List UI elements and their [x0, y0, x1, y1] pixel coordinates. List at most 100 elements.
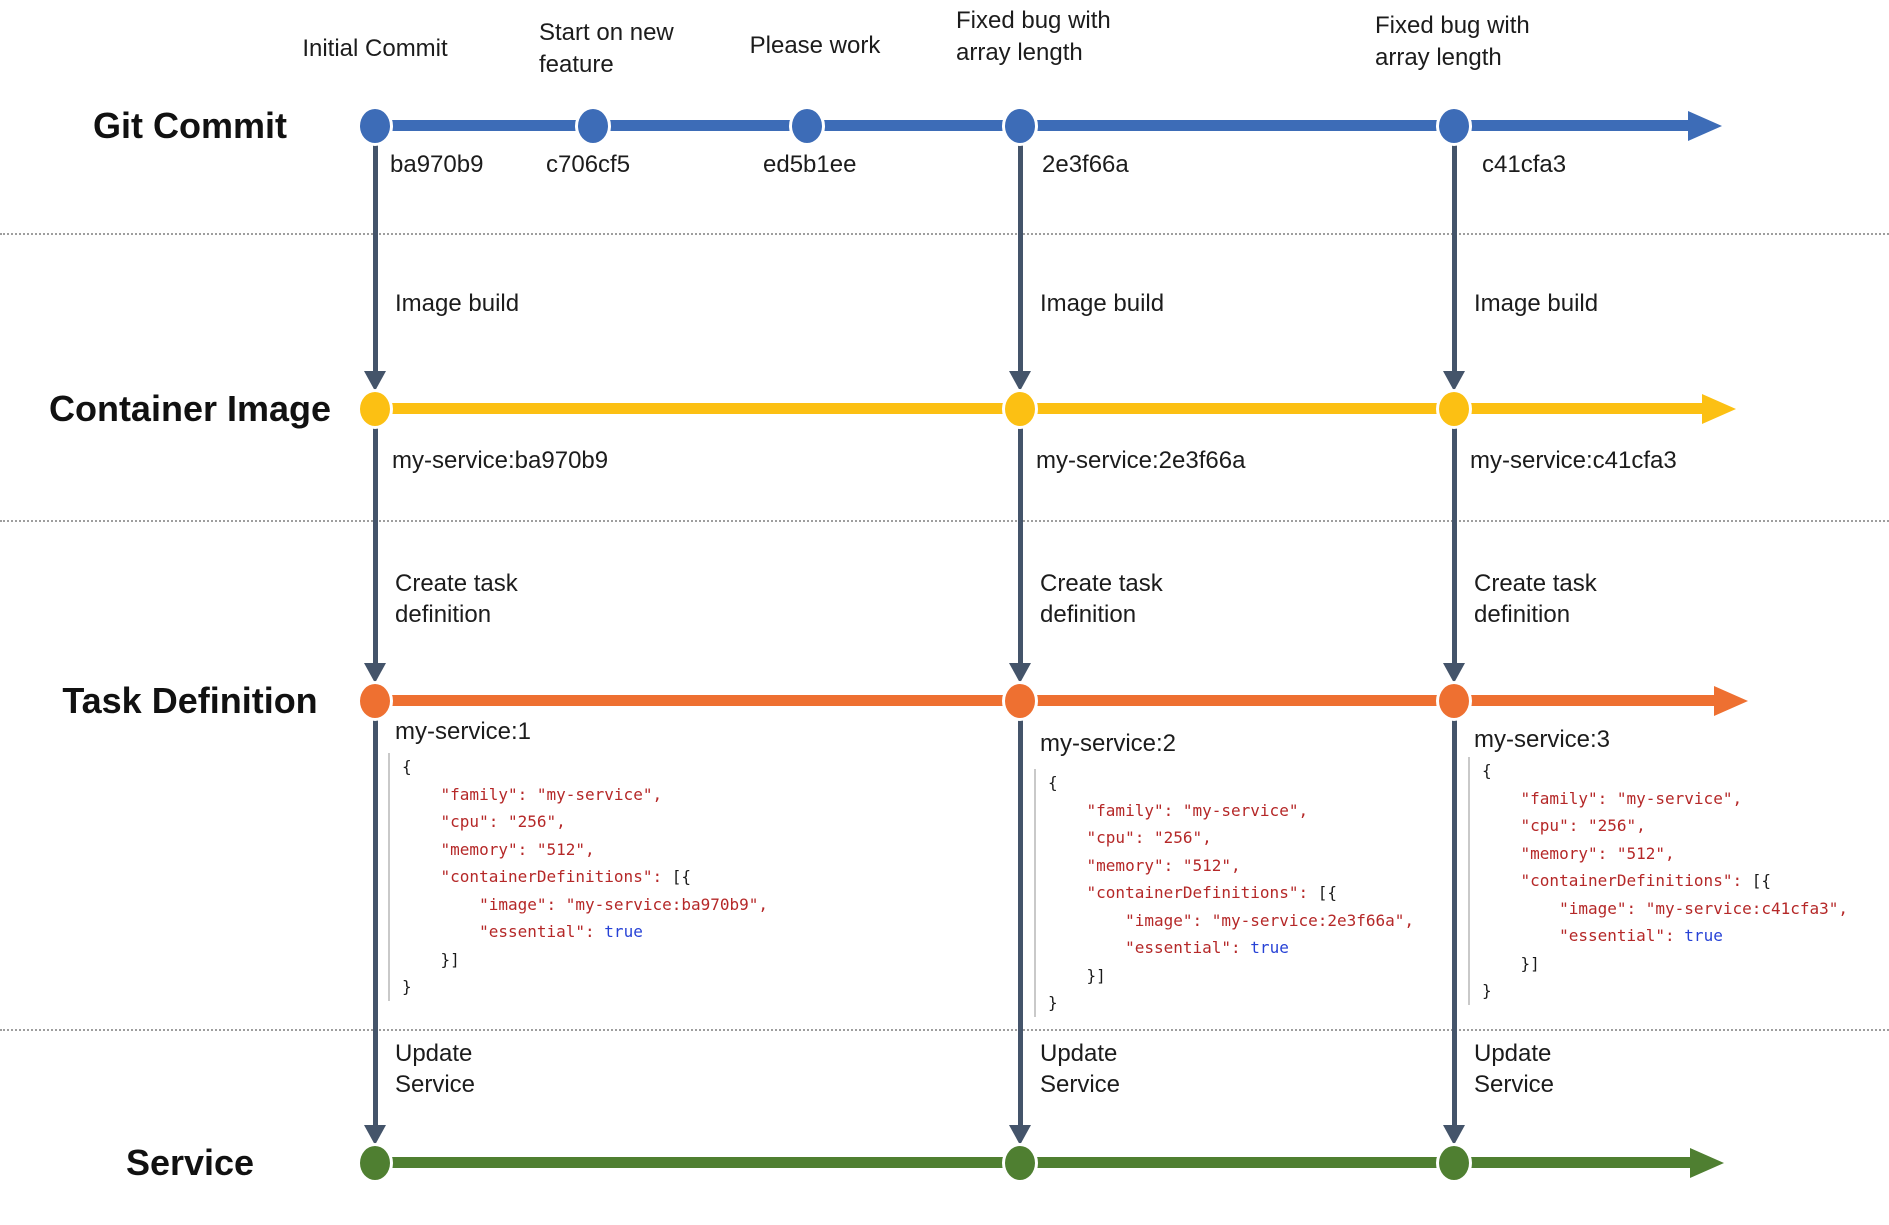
code-punct: [{: [1751, 871, 1771, 890]
code-line: "image": "my-service:ba970b9",: [402, 891, 768, 919]
create-task-label-line: Create task: [1040, 570, 1163, 597]
create-task-label-line: Create task: [1474, 570, 1597, 597]
code-line: "containerDefinitions": [{: [1482, 867, 1848, 895]
flow-arrowhead-taskdef-2: [1009, 663, 1031, 683]
task-dot-1: [357, 681, 393, 721]
code-line: "containerDefinitions": [{: [1048, 879, 1414, 907]
commit-message-line: Fixed bug with: [1375, 12, 1530, 39]
code-value: "my-service:ba970b9",: [565, 894, 769, 914]
container-image-name: my-service:ba970b9: [392, 447, 609, 474]
code-line: {: [1482, 761, 1492, 780]
create-task-label-line: definition: [1474, 601, 1571, 628]
create-task-label-line: definition: [1040, 601, 1137, 628]
flow-line-build-2: [1018, 144, 1023, 371]
container-timeline-line: [375, 403, 1702, 414]
flow-line-update-1: [373, 719, 378, 1125]
code-punct: [{: [1317, 883, 1337, 902]
flow-line-update-3: [1452, 719, 1457, 1125]
flow-line-taskdef-1: [373, 427, 378, 663]
task-definition-name: my-service:2: [1040, 730, 1177, 757]
code-line: "image": "my-service:c41cfa3",: [1482, 895, 1848, 923]
flow-arrowhead-build-2: [1009, 371, 1031, 391]
separator-git-container: [0, 233, 1889, 235]
service-dot-1: [357, 1143, 393, 1183]
update-service-label: Update Service: [1474, 1038, 1554, 1100]
commit-message-line: array length: [1375, 44, 1502, 71]
code-line: "image": "my-service:2e3f66a",: [1048, 907, 1414, 935]
commit-dot-ed5b1ee: [789, 106, 825, 146]
flow-line-taskdef-2: [1018, 427, 1023, 663]
image-dot-3: [1436, 389, 1472, 429]
code-line: "essential": true: [402, 918, 768, 946]
image-build-label: Image build: [1040, 290, 1165, 317]
task-definition-code-block: { "family": "my-service", "cpu": "256", …: [1034, 769, 1414, 1017]
task-timeline-line: [375, 695, 1714, 706]
commit-message-line: Fixed bug with: [956, 7, 1111, 34]
code-value: "my-service:c41cfa3",: [1645, 898, 1849, 918]
commit-message: Start on new feature: [539, 17, 674, 81]
code-line: }]: [1520, 953, 1540, 973]
update-service-label: Update Service: [1040, 1038, 1120, 1100]
task-dot-3: [1436, 681, 1472, 721]
flow-arrowhead-build-1: [364, 371, 386, 391]
flow-arrowhead-taskdef-1: [364, 663, 386, 683]
flow-line-build-3: [1452, 144, 1457, 371]
container-timeline-arrowhead: [1702, 394, 1736, 424]
update-service-label: Update Service: [395, 1038, 475, 1100]
flow-arrowhead-build-3: [1443, 371, 1465, 391]
update-service-label-line: Service: [395, 1071, 476, 1098]
code-key: "essential":: [479, 922, 595, 941]
separator-task-service: [0, 1029, 1889, 1031]
code-line: "family": "my-service",: [1520, 788, 1743, 808]
code-key: "essential":: [1559, 926, 1675, 945]
lane-title-task-definition: Task Definition: [62, 680, 318, 721]
commit-message-line: feature: [539, 51, 614, 78]
code-line: "cpu": "256",: [440, 812, 566, 831]
code-line: "memory": "512",: [1086, 855, 1241, 875]
code-line: {: [402, 757, 412, 776]
code-line: "memory": "512",: [1520, 843, 1675, 863]
code-key: "containerDefinitions":: [440, 867, 663, 886]
create-task-label-line: Create task: [395, 570, 518, 597]
code-line: }]: [1086, 965, 1106, 985]
commit-dot-c41cfa3: [1436, 106, 1472, 146]
git-timeline-arrowhead: [1688, 111, 1722, 141]
container-image-name: my-service:2e3f66a: [1036, 447, 1246, 474]
task-definition-code-block: { "family": "my-service", "cpu": "256", …: [1468, 757, 1848, 1005]
code-key: "essential":: [1125, 938, 1241, 957]
image-dot-1: [357, 389, 393, 429]
code-key: "containerDefinitions":: [1520, 871, 1743, 890]
create-task-label: Create task definition: [1474, 568, 1597, 630]
commit-dot-c706cf5: [575, 106, 611, 146]
code-value: "my-service:2e3f66a",: [1211, 910, 1415, 930]
flow-line-build-1: [373, 144, 378, 371]
lane-title-git-commit: Git Commit: [93, 105, 287, 146]
task-dot-2: [1002, 681, 1038, 721]
code-key: "image":: [479, 894, 557, 914]
task-definition-name: my-service:1: [395, 718, 532, 745]
code-line: "cpu": "256",: [1520, 816, 1646, 835]
flow-line-taskdef-3: [1452, 427, 1457, 663]
flow-arrowhead-update-2: [1009, 1125, 1031, 1145]
image-dot-2: [1002, 389, 1038, 429]
code-line: "cpu": "256",: [1086, 828, 1212, 847]
commit-message: Initial Commit: [302, 35, 448, 62]
code-line: }]: [440, 949, 460, 969]
service-dot-2: [1002, 1143, 1038, 1183]
separator-container-task: [0, 520, 1889, 522]
commit-message: Fixed bug with array length: [956, 5, 1111, 69]
code-line: "family": "my-service",: [1086, 800, 1309, 820]
flow-line-update-2: [1018, 719, 1023, 1125]
code-line: {: [1048, 773, 1058, 792]
container-image-name: my-service:c41cfa3: [1470, 447, 1677, 474]
code-keyword: true: [1250, 938, 1289, 957]
commit-hash: 2e3f66a: [1042, 151, 1129, 178]
task-definition-name: my-service:3: [1474, 726, 1611, 753]
commit-message-line: Start on new: [539, 19, 674, 46]
create-task-label: Create task definition: [395, 568, 518, 630]
code-key: "containerDefinitions":: [1086, 883, 1309, 902]
commit-message-line: array length: [956, 39, 1083, 66]
commit-message: Please work: [749, 32, 881, 59]
code-key: "image":: [1125, 910, 1203, 930]
